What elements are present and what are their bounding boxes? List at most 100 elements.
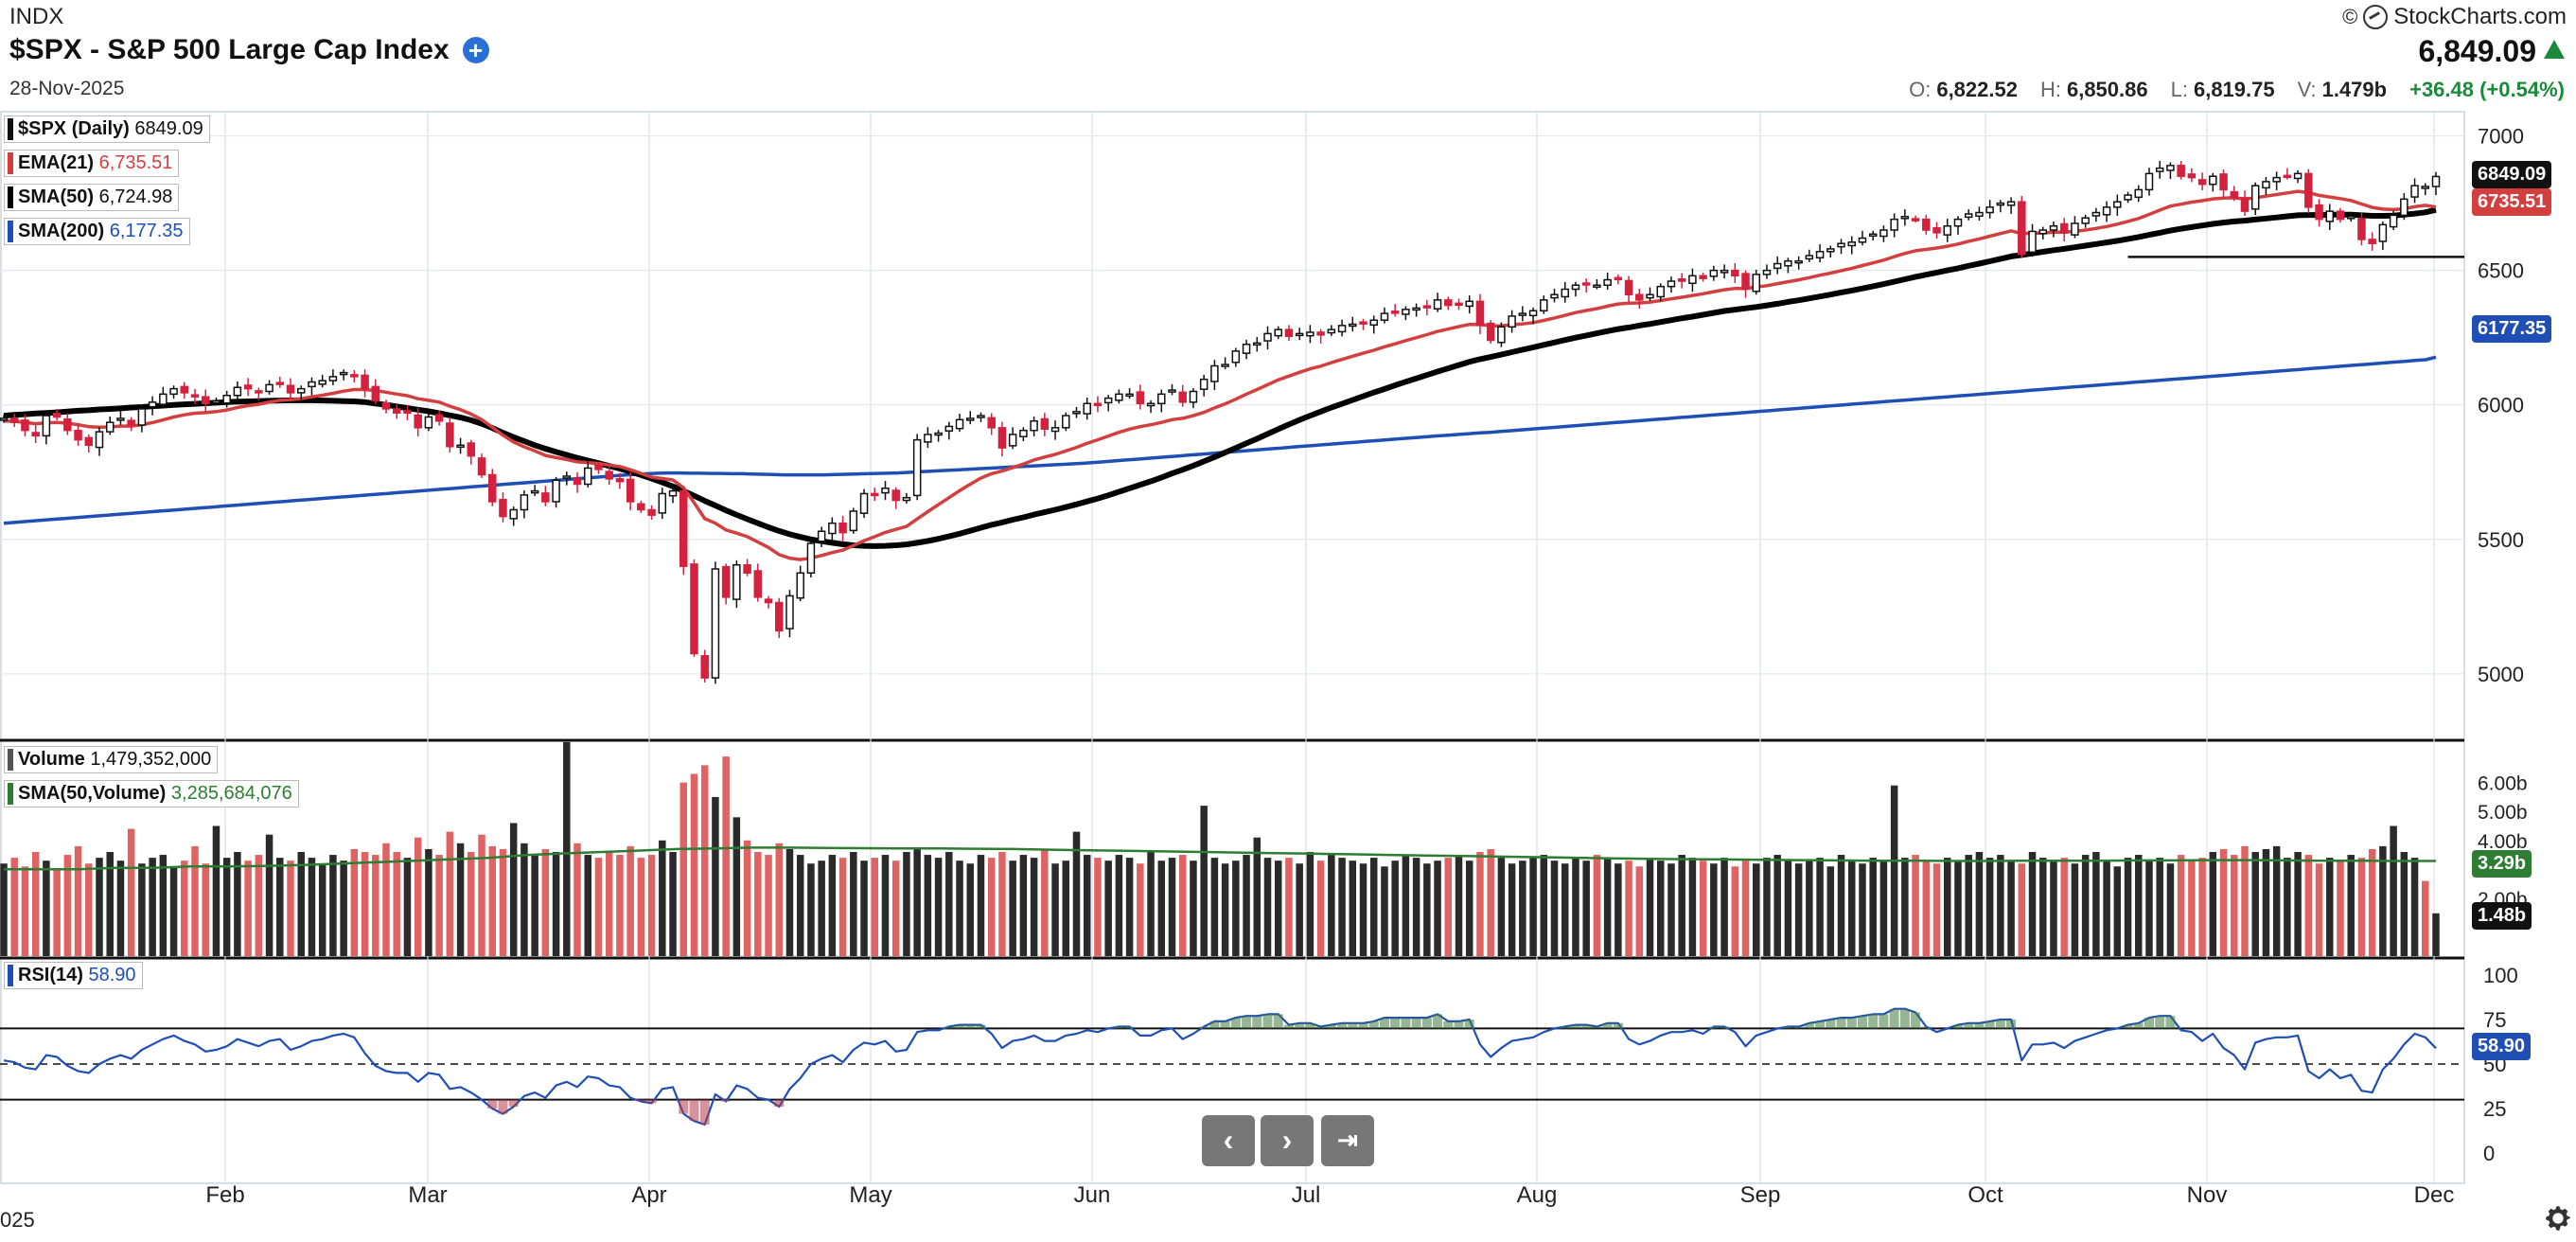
candle	[1528, 310, 1538, 317]
candle	[21, 419, 29, 432]
candle	[1593, 284, 1601, 289]
volume-bar	[1954, 861, 1962, 956]
volume-bar	[1455, 855, 1463, 956]
volume-bar	[690, 773, 698, 956]
rsi-overbought-fill	[1995, 1020, 2005, 1029]
candle	[2028, 230, 2037, 254]
candle	[105, 421, 115, 433]
candle	[63, 417, 72, 432]
volume-bar	[1720, 858, 1728, 956]
legend-swatch	[8, 186, 13, 208]
candle	[2006, 201, 2016, 206]
volume-bar	[181, 861, 188, 956]
candle	[2410, 185, 2419, 198]
volume-bar	[2379, 845, 2387, 956]
rsi-overbought-fill	[1326, 1024, 1336, 1029]
volume-bar	[679, 782, 688, 956]
volume-bar	[881, 855, 890, 956]
volume-bar	[998, 852, 1006, 956]
rsi-overbought-fill	[1899, 1008, 1910, 1029]
volume-bar	[2028, 852, 2037, 956]
volume-bar	[340, 861, 347, 956]
candle	[1964, 213, 1973, 219]
volume-bar	[1773, 855, 1781, 956]
candle	[679, 489, 688, 567]
volume-bar	[573, 843, 581, 956]
volume-bar	[1550, 861, 1559, 956]
candle	[1826, 248, 1835, 253]
volume-bar	[10, 858, 18, 956]
volume-bar	[1582, 861, 1590, 956]
volume-bar	[1157, 861, 1166, 956]
candle	[828, 522, 837, 535]
volume-bar	[202, 863, 209, 956]
scroll-left-button[interactable]: ‹	[1202, 1115, 1255, 1166]
volume-bar	[659, 840, 666, 956]
rsi-overbought-fill	[1433, 1014, 1443, 1029]
volume-bar	[1806, 861, 1813, 956]
candle	[1465, 300, 1473, 308]
candle	[721, 565, 731, 598]
candle	[2389, 214, 2398, 228]
candle	[1369, 319, 1378, 327]
volume-bar	[531, 855, 538, 956]
x-tick-label: Jun	[1074, 1182, 1111, 1208]
candle	[1390, 310, 1400, 314]
scroll-right-button[interactable]: ›	[1261, 1115, 1314, 1166]
volume-bar	[977, 855, 985, 956]
volume-bar	[372, 855, 379, 956]
volume-bar	[212, 825, 221, 956]
add-symbol-icon[interactable]: +	[462, 37, 489, 63]
chart-date: 28-Nov-2025	[9, 78, 125, 99]
rsi-overbought-fill	[1464, 1020, 1474, 1029]
volume-bar	[149, 858, 156, 956]
candle	[1975, 211, 1984, 217]
volume-bar	[1519, 861, 1526, 956]
x-tick-label: Feb	[205, 1182, 244, 1208]
volume-bar	[1922, 861, 1931, 956]
volume-bar	[435, 855, 443, 956]
volume-bar	[1349, 861, 1357, 956]
candle	[381, 401, 391, 410]
volume-bar	[1593, 855, 1601, 956]
rsi-overbought-fill	[1879, 1014, 1889, 1029]
candle	[1784, 259, 1792, 267]
volume-bar	[1423, 863, 1431, 956]
candle	[2400, 198, 2408, 217]
open-label: O:	[1909, 78, 1932, 101]
legend-volsma: SMA(50,Volume) 3,285,684,076	[4, 780, 299, 807]
rsi-overbought-fill	[1826, 1020, 1836, 1029]
volume-bar	[138, 863, 146, 956]
rsi-oversold-fill	[774, 1099, 785, 1108]
candle	[1847, 241, 1857, 247]
candle	[2283, 174, 2292, 179]
candle	[902, 496, 911, 502]
x-tick-label: Nov	[2187, 1182, 2228, 1208]
candle	[966, 417, 975, 421]
volume-bar	[244, 861, 252, 956]
volume-bar	[2410, 858, 2419, 956]
candle	[1040, 417, 1050, 431]
volume-bar	[297, 852, 305, 956]
volume-bar	[43, 861, 50, 956]
scroll-end-button[interactable]: ⇥	[1321, 1115, 1374, 1166]
candle	[286, 384, 295, 394]
rsi-overbought-fill	[1421, 1018, 1432, 1029]
candle	[487, 473, 497, 503]
candle	[1550, 293, 1559, 299]
volume-bar	[520, 843, 528, 956]
candle	[42, 415, 51, 437]
volume-bar	[1476, 852, 1484, 956]
exchange-label: INDX	[9, 4, 64, 29]
volume-bar	[1178, 855, 1187, 956]
volume-bar	[1338, 858, 1346, 956]
settings-gear-icon[interactable]	[2542, 1202, 2574, 1234]
candle	[1146, 402, 1156, 407]
candle	[615, 478, 625, 483]
candle	[1677, 277, 1686, 282]
candle	[1603, 278, 1612, 287]
candle	[434, 414, 444, 422]
volume-bar	[21, 866, 29, 956]
candle	[31, 432, 40, 437]
candle	[775, 601, 784, 632]
